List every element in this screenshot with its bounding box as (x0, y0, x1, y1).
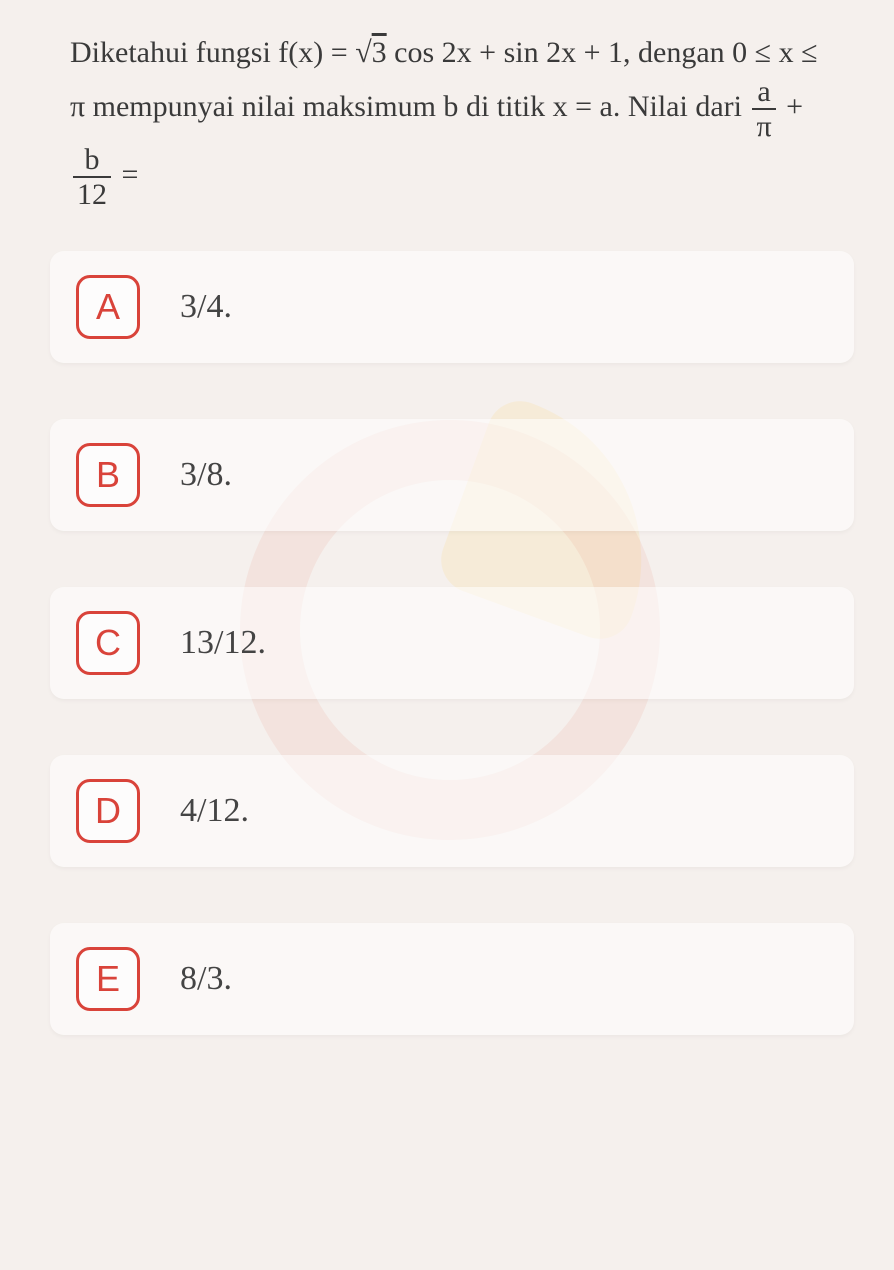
frac1-num: a (752, 75, 775, 110)
frac2-num: b (73, 143, 111, 178)
option-d[interactable]: D 4/12. (50, 755, 854, 867)
option-text-e: 8/3. (180, 960, 232, 998)
question-text: Diketahui fungsi f(x) = √3 cos 2x + sin … (0, 0, 894, 231)
option-letter-a: A (76, 275, 140, 339)
option-letter-e: E (76, 947, 140, 1011)
option-b[interactable]: B 3/8. (50, 419, 854, 531)
option-text-d: 4/12. (180, 792, 249, 830)
q-part1b: cos 2x + sin 2x + 1, (394, 36, 630, 69)
option-c[interactable]: C 13/12. (50, 587, 854, 699)
q-part3: di titik x = a. Nilai dari (466, 90, 750, 123)
plus-sign: + (786, 90, 803, 123)
options-list: A 3/4. B 3/8. C 13/12. D 4/12. E 8/3. (0, 231, 894, 1035)
option-e[interactable]: E 8/3. (50, 923, 854, 1035)
frac1-den: π (752, 110, 775, 143)
option-letter-c: C (76, 611, 140, 675)
q-part1: Diketahui fungsi f(x) = (70, 36, 355, 69)
frac2-den: 12 (73, 178, 111, 211)
equals-sign: = (122, 158, 139, 191)
option-text-c: 13/12. (180, 624, 266, 662)
option-letter-d: D (76, 779, 140, 843)
sqrt-symbol: √3 (355, 36, 386, 69)
option-text-b: 3/8. (180, 456, 232, 494)
option-a[interactable]: A 3/4. (50, 251, 854, 363)
option-letter-b: B (76, 443, 140, 507)
fraction-a-over-pi: a π (752, 75, 775, 143)
option-text-a: 3/4. (180, 288, 232, 326)
fraction-b-over-12: b 12 (73, 143, 111, 211)
sqrt-value: 3 (372, 36, 387, 69)
